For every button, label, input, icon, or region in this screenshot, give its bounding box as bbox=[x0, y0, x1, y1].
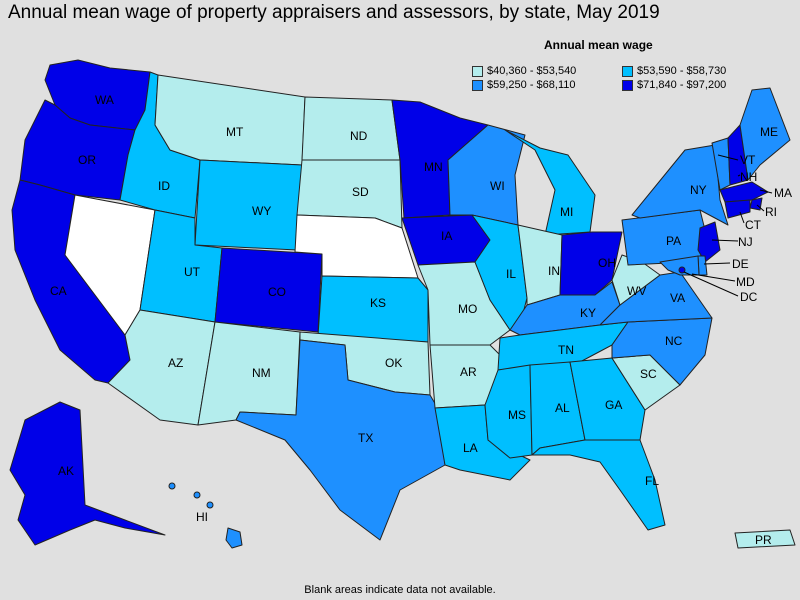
state-label-dc: DC bbox=[740, 290, 758, 304]
state-ct[interactable] bbox=[724, 199, 751, 219]
state-label-ok: OK bbox=[385, 356, 402, 370]
state-label-la: LA bbox=[463, 441, 478, 455]
state-label-ca: CA bbox=[50, 284, 67, 298]
state-label-hi: HI bbox=[196, 510, 208, 524]
state-label-pa: PA bbox=[666, 234, 681, 248]
state-ny[interactable] bbox=[631, 144, 729, 226]
state-label-wy: WY bbox=[252, 204, 271, 218]
state-ks[interactable] bbox=[317, 275, 429, 343]
state-label-vt: VT bbox=[740, 153, 756, 167]
state-label-tn: TN bbox=[558, 343, 574, 357]
state-label-wa: WA bbox=[95, 93, 114, 107]
state-label-ia: IA bbox=[441, 229, 452, 243]
state-wv[interactable] bbox=[611, 254, 661, 306]
legend-swatch-3 bbox=[472, 79, 483, 91]
state-label-az: AZ bbox=[168, 356, 183, 370]
legend-item-4: $71,840 - $97,200 bbox=[622, 79, 726, 91]
state-hi[interactable] bbox=[225, 527, 243, 549]
state-label-ar: AR bbox=[460, 365, 477, 379]
legend-title: Annual mean wage bbox=[544, 38, 653, 52]
state-fl[interactable] bbox=[531, 439, 666, 531]
state-label-ak: AK bbox=[58, 464, 74, 478]
state-label-ny: NY bbox=[690, 183, 707, 197]
state-label-ks: KS bbox=[370, 296, 386, 310]
legend-swatch-1 bbox=[472, 65, 483, 77]
state-label-wi: WI bbox=[490, 179, 505, 193]
state-label-ri: RI bbox=[765, 205, 777, 219]
legend-item-2: $53,590 - $58,730 bbox=[622, 65, 726, 77]
state-labels: WA OR CA ID MT WY UT AZ CO NM ND SD KS OK TX MN IA MO AR LA… bbox=[50, 93, 792, 547]
state-label-mn: MN bbox=[424, 160, 443, 174]
state-label-mt: MT bbox=[226, 125, 244, 139]
state-wi[interactable] bbox=[447, 124, 526, 226]
state-label-in: IN bbox=[548, 264, 560, 278]
legend-label-3: $59,250 - $68,110 bbox=[487, 79, 576, 91]
legend-item-1: $40,360 - $53,540 bbox=[472, 65, 576, 77]
legend-label-4: $71,840 - $97,200 bbox=[637, 79, 727, 91]
legend-label-1: $40,360 - $53,540 bbox=[487, 65, 577, 77]
state-label-nm: NM bbox=[252, 366, 271, 380]
state-label-md: MD bbox=[736, 275, 755, 289]
state-label-va: VA bbox=[670, 291, 685, 305]
state-label-il: IL bbox=[506, 267, 516, 281]
state-label-oh: OH bbox=[598, 256, 616, 270]
state-ak[interactable] bbox=[9, 401, 166, 546]
state-dc[interactable] bbox=[678, 266, 686, 274]
legend-label-2: $53,590 - $58,730 bbox=[637, 65, 727, 77]
state-label-tx: TX bbox=[358, 431, 373, 445]
state-label-ms: MS bbox=[508, 408, 526, 422]
state-label-nd: ND bbox=[350, 129, 368, 143]
state-label-ma: MA bbox=[774, 186, 792, 200]
state-label-fl: FL bbox=[645, 474, 659, 488]
callout-lines bbox=[683, 154, 773, 297]
state-wy[interactable] bbox=[194, 159, 303, 251]
state-label-ct: CT bbox=[745, 218, 762, 232]
state-me[interactable] bbox=[739, 87, 791, 181]
state-label-mi: MI bbox=[560, 205, 573, 219]
state-label-co: CO bbox=[268, 285, 286, 299]
state-md[interactable] bbox=[659, 255, 700, 276]
state-label-ga: GA bbox=[605, 398, 622, 412]
state-label-nj: NJ bbox=[738, 235, 753, 249]
state-hi-island-2 bbox=[193, 491, 201, 499]
state-label-de: DE bbox=[732, 257, 749, 271]
state-label-ky: KY bbox=[580, 306, 596, 320]
state-mt[interactable] bbox=[154, 74, 306, 166]
footnote: Blank areas indicate data not available. bbox=[304, 584, 496, 596]
state-label-pr: PR bbox=[755, 533, 772, 547]
map-title: Annual mean wage of property appraisers … bbox=[8, 2, 660, 23]
state-label-al: AL bbox=[555, 401, 570, 415]
legend-swatch-4 bbox=[622, 79, 633, 91]
legend-swatch-2 bbox=[622, 65, 633, 77]
state-label-nh: NH bbox=[740, 170, 757, 184]
state-tx[interactable] bbox=[235, 339, 446, 541]
legend-item-3: $59,250 - $68,110 bbox=[472, 79, 575, 91]
state-pr[interactable] bbox=[734, 529, 796, 549]
state-label-wv: WV bbox=[627, 284, 646, 298]
state-hi-island-1 bbox=[168, 482, 176, 490]
state-label-or: OR bbox=[78, 153, 96, 167]
state-label-me: ME bbox=[760, 125, 778, 139]
state-hi-island-3 bbox=[206, 501, 214, 509]
state-label-sc: SC bbox=[640, 367, 657, 381]
state-label-nc: NC bbox=[665, 334, 683, 348]
state-label-id: ID bbox=[158, 179, 170, 193]
state-ma[interactable] bbox=[719, 181, 769, 203]
state-nm[interactable] bbox=[197, 321, 301, 426]
state-label-sd: SD bbox=[352, 185, 369, 199]
state-label-ut: UT bbox=[184, 265, 201, 279]
state-ga[interactable] bbox=[569, 357, 646, 441]
state-nj[interactable] bbox=[697, 221, 721, 263]
state-label-mo: MO bbox=[458, 302, 477, 316]
